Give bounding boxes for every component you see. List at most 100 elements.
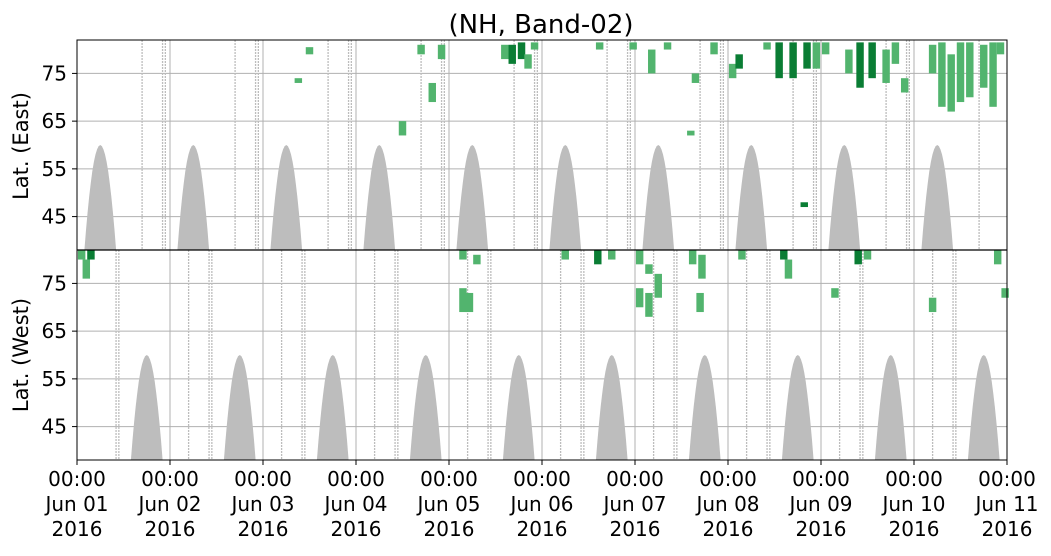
x-tick-label-line: 00:00	[606, 467, 664, 491]
x-tick-label-line: 00:00	[420, 467, 478, 491]
detection-cell-west	[1001, 288, 1009, 298]
detection-cell-west	[561, 250, 569, 260]
x-tick-label-line: 00:00	[234, 467, 292, 491]
detection-cell-east	[524, 54, 532, 69]
x-tick-label-line: 2016	[889, 517, 940, 541]
x-tick-label: 00:00 Jun 05 2016	[415, 467, 480, 541]
x-tick-label-line: Jun 02	[136, 492, 201, 516]
no-data-lobe-west	[688, 355, 721, 460]
detection-cell-west	[87, 250, 95, 260]
no-data-lobe-east	[921, 145, 954, 250]
detection-cell-east	[800, 202, 808, 208]
detection-cell-west	[696, 292, 704, 313]
detection-cell-east	[775, 42, 783, 79]
detection-cell-east	[648, 49, 656, 74]
x-tick-label-line: 2016	[703, 517, 754, 541]
detection-cell-east	[530, 42, 539, 50]
x-tick-label: 00:00 Jun 11 2016	[973, 467, 1038, 541]
x-tick-label-line: 2016	[517, 517, 568, 541]
x-tick-label: 00:00 Jun 02 2016	[136, 467, 201, 541]
detection-cell-west	[654, 273, 662, 298]
x-tick-label-line: 00:00	[978, 467, 1036, 491]
detection-cell-east	[882, 49, 890, 83]
no-data-regions	[84, 40, 1000, 460]
detection-cell-west	[459, 288, 467, 313]
x-tick-label-line: Jun 05	[415, 492, 480, 516]
y-axis-label-west: Lat. (West)	[9, 298, 33, 412]
no-data-lobe-east	[456, 145, 489, 250]
detection-cell-east	[789, 42, 797, 79]
x-tick-label: 00:00 Jun 01 2016	[43, 467, 108, 541]
detection-cell-east	[891, 42, 900, 64]
x-tick-label: 00:00 Jun 06 2016	[508, 467, 573, 541]
no-data-lobe-east	[642, 145, 675, 250]
no-data-lobe-west	[595, 355, 628, 460]
y-tick-label: 45	[42, 415, 67, 439]
x-tick-label-line: 00:00	[513, 467, 571, 491]
detection-cell-east	[398, 121, 407, 136]
no-data-lobe-east	[84, 145, 117, 250]
detection-cell-west	[738, 250, 746, 260]
no-data-lobe-east	[270, 145, 303, 250]
x-tick-label: 00:00 Jun 04 2016	[322, 467, 387, 541]
detection-cell-west	[635, 288, 644, 308]
x-tick-label-line: 2016	[331, 517, 382, 541]
x-tick-label-line: 00:00	[141, 467, 199, 491]
detection-cell-west	[863, 250, 872, 260]
detection-cell-west	[688, 250, 697, 265]
no-data-lobe-west	[130, 355, 163, 460]
x-tick-label: 00:00 Jun 07 2016	[601, 467, 666, 541]
no-data-lobe-west	[316, 355, 349, 460]
detection-cell-east	[996, 42, 1005, 55]
x-tick-label-line: Jun 10	[880, 492, 945, 516]
x-tick-label-line: 00:00	[885, 467, 943, 491]
y-tick-label: 75	[42, 271, 67, 295]
detection-cell-east	[728, 63, 737, 79]
detection-cell-west	[608, 250, 616, 260]
y-tick-label: 65	[42, 109, 67, 133]
detection-cell-east	[663, 42, 672, 50]
x-tick-label-line: 2016	[52, 517, 103, 541]
detection-cell-east	[856, 42, 864, 88]
x-tick-label-line: Jun 08	[694, 492, 759, 516]
detection-cell-west	[635, 250, 644, 265]
y-tick-label: 75	[42, 61, 67, 85]
chart-title: (NH, Band-02)	[448, 10, 633, 40]
no-data-lobe-west	[502, 355, 535, 460]
detection-cell-east	[735, 54, 743, 69]
x-tick-label-line: 00:00	[327, 467, 385, 491]
x-tick-label: 00:00 Jun 10 2016	[880, 467, 945, 541]
x-tick-label: 00:00 Jun 09 2016	[787, 467, 852, 541]
detection-cell-east	[508, 44, 516, 64]
detection-cell-east	[989, 42, 997, 107]
detection-cell-west	[82, 259, 91, 279]
detection-cell-east	[428, 82, 436, 103]
detection-cell-east	[956, 42, 965, 103]
detection-cell-west	[854, 250, 862, 265]
detection-cell-east	[938, 42, 946, 107]
x-tick-label-line: 2016	[982, 517, 1033, 541]
detection-cell-east	[966, 42, 974, 98]
detection-cell-east	[821, 42, 830, 55]
y-tick-label: 45	[42, 205, 67, 229]
detection-cell-west	[459, 250, 467, 260]
x-tick-label-line: 2016	[238, 517, 289, 541]
detection-cell-east	[691, 73, 700, 83]
x-tick-label-line: Jun 07	[601, 492, 666, 516]
x-tick-label-line: 00:00	[699, 467, 757, 491]
x-tick-label-line: Jun 03	[229, 492, 294, 516]
x-tick-label-line: Jun 04	[322, 492, 387, 516]
y-tick-label: 55	[42, 157, 67, 181]
detection-cell-east	[305, 47, 314, 55]
detection-cell-east	[294, 78, 303, 83]
no-data-lobe-west	[781, 355, 814, 460]
x-tick-label-line: 2016	[796, 517, 847, 541]
y-tick-label: 65	[42, 319, 67, 343]
x-tick-label-line: 00:00	[792, 467, 850, 491]
detection-cell-east	[980, 44, 988, 88]
no-data-lobe-west	[967, 355, 1000, 460]
x-tick-label-line: Jun 01	[43, 492, 108, 516]
detection-cell-west	[698, 254, 706, 279]
no-data-lobe-east	[549, 145, 582, 250]
